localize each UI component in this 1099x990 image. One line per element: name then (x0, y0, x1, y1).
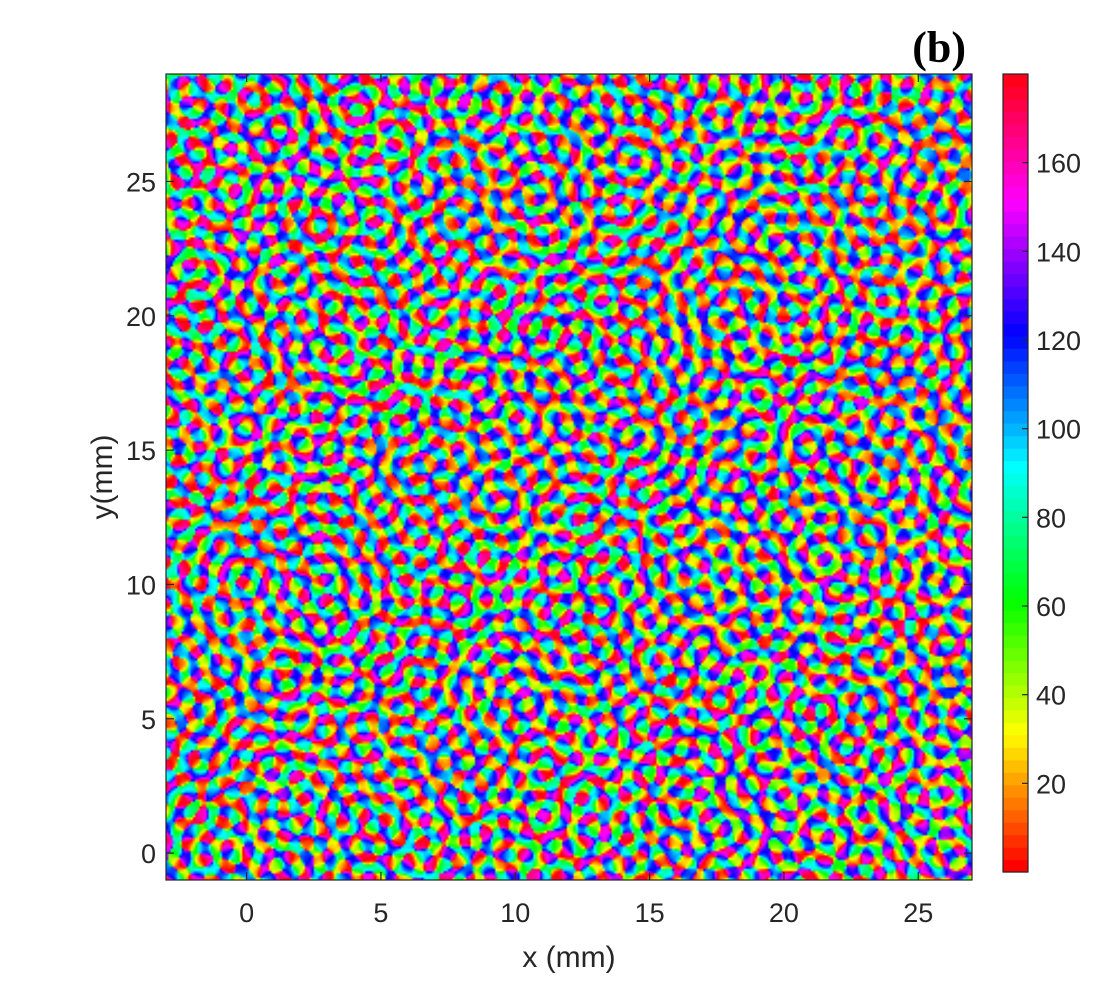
colorbar-tick-label: 100 (1036, 415, 1081, 445)
colorbar-band (1003, 660, 1028, 674)
x-tick-label: 25 (903, 898, 933, 928)
orientation-heatmap (166, 74, 972, 880)
colorbar-band (1003, 435, 1028, 449)
colorbar-band (1003, 111, 1028, 125)
x-tick-label: 20 (769, 898, 799, 928)
colorbar-frame (1002, 73, 1029, 873)
colorbar-band (1003, 572, 1028, 586)
colorbar-band (1003, 809, 1028, 823)
y-tick-label: 0 (141, 839, 156, 869)
x-axis-ticks: 0 5 10 15 20 25 (239, 74, 933, 928)
colorbar-band (1003, 497, 1028, 512)
colorbar-band (1003, 186, 1028, 200)
colorbar-band (1003, 86, 1028, 100)
colorbar-band (1003, 335, 1028, 349)
colorbar-band (1003, 198, 1028, 212)
colorbar-band (1003, 597, 1028, 611)
x-axis-title: x (mm) (522, 941, 615, 974)
y-tick-label: 15 (126, 436, 156, 466)
panel-label: (b) (912, 23, 966, 72)
colorbar-band (1003, 635, 1028, 649)
colorbar-band (1003, 759, 1028, 773)
x-tick-label: 10 (500, 898, 530, 928)
colorbar-band (1003, 136, 1028, 150)
colorbar-band (1003, 273, 1028, 287)
colorbar-band (1003, 772, 1028, 786)
colorbar-band (1003, 285, 1028, 300)
colorbar-band (1003, 709, 1028, 723)
colorbar-band (1003, 622, 1028, 636)
plot-frame (165, 73, 973, 881)
colorbar-band (1003, 522, 1028, 536)
colorbar-band (1003, 148, 1028, 162)
colorbar-band (1003, 398, 1028, 412)
colorbar-tick-label: 20 (1036, 769, 1066, 799)
colorbar-band (1003, 610, 1028, 624)
colorbar-band (1003, 348, 1028, 362)
plot-area (165, 73, 973, 881)
colorbar-tick-label: 120 (1036, 326, 1081, 356)
colorbar-band (1003, 535, 1028, 549)
colorbar-band (1003, 423, 1028, 437)
colorbar-band (1003, 834, 1028, 848)
colorbar-band (1003, 547, 1028, 561)
colorbar-band (1003, 373, 1028, 387)
x-tick-label: 15 (635, 898, 665, 928)
y-tick-label: 25 (126, 167, 156, 197)
x-tick-label: 5 (373, 898, 388, 928)
colorbar-band (1003, 473, 1028, 487)
colorbar-band (1003, 859, 1028, 873)
colorbar-band (1003, 410, 1028, 424)
colorbar-band (1003, 223, 1028, 237)
colorbar-tick-label: 80 (1036, 503, 1066, 533)
colorbar-band (1003, 747, 1028, 761)
colorbar-band (1003, 323, 1028, 337)
colorbar-band (1003, 684, 1028, 699)
colorbar: 20 40 60 80 100 120 140 160 (1002, 73, 1081, 873)
colorbar-band (1003, 847, 1028, 861)
colorbar-band (1003, 310, 1028, 324)
colorbar-band (1003, 647, 1028, 661)
colorbar-band (1003, 74, 1028, 88)
y-tick-label: 10 (126, 570, 156, 600)
colorbar-band (1003, 797, 1028, 811)
colorbar-band (1003, 236, 1028, 250)
y-axis-ticks: 0 5 10 15 20 25 (126, 167, 972, 869)
colorbar-band (1003, 248, 1028, 262)
colorbar-band (1003, 734, 1028, 748)
colorbar-band (1003, 161, 1028, 175)
colorbar-bands (1003, 74, 1028, 873)
colorbar-band (1003, 822, 1028, 836)
colorbar-ticks: 20 40 60 80 100 120 140 160 (1022, 149, 1081, 799)
colorbar-band (1003, 261, 1028, 275)
colorbar-band (1003, 448, 1028, 462)
y-tick-label: 20 (126, 302, 156, 332)
colorbar-band (1003, 460, 1028, 474)
x-tick-label: 0 (239, 898, 254, 928)
colorbar-band (1003, 173, 1028, 187)
colorbar-band (1003, 485, 1028, 499)
colorbar-band (1003, 298, 1028, 312)
y-tick-label: 5 (141, 705, 156, 735)
colorbar-band (1003, 585, 1028, 599)
colorbar-tick-label: 160 (1036, 149, 1081, 179)
colorbar-band (1003, 697, 1028, 711)
colorbar-tick-label: 40 (1036, 681, 1066, 711)
colorbar-band (1003, 360, 1028, 374)
colorbar-tick-label: 140 (1036, 237, 1081, 267)
colorbar-band (1003, 672, 1028, 686)
colorbar-tick-label: 60 (1036, 592, 1066, 622)
colorbar-band (1003, 98, 1028, 113)
y-axis-title: y(mm) (86, 435, 119, 520)
colorbar-band (1003, 784, 1028, 798)
colorbar-band (1003, 211, 1028, 225)
colorbar-band (1003, 560, 1028, 574)
colorbar-band (1003, 385, 1028, 399)
colorbar-band (1003, 510, 1028, 524)
colorbar-band (1003, 123, 1028, 137)
colorbar-band (1003, 722, 1028, 736)
